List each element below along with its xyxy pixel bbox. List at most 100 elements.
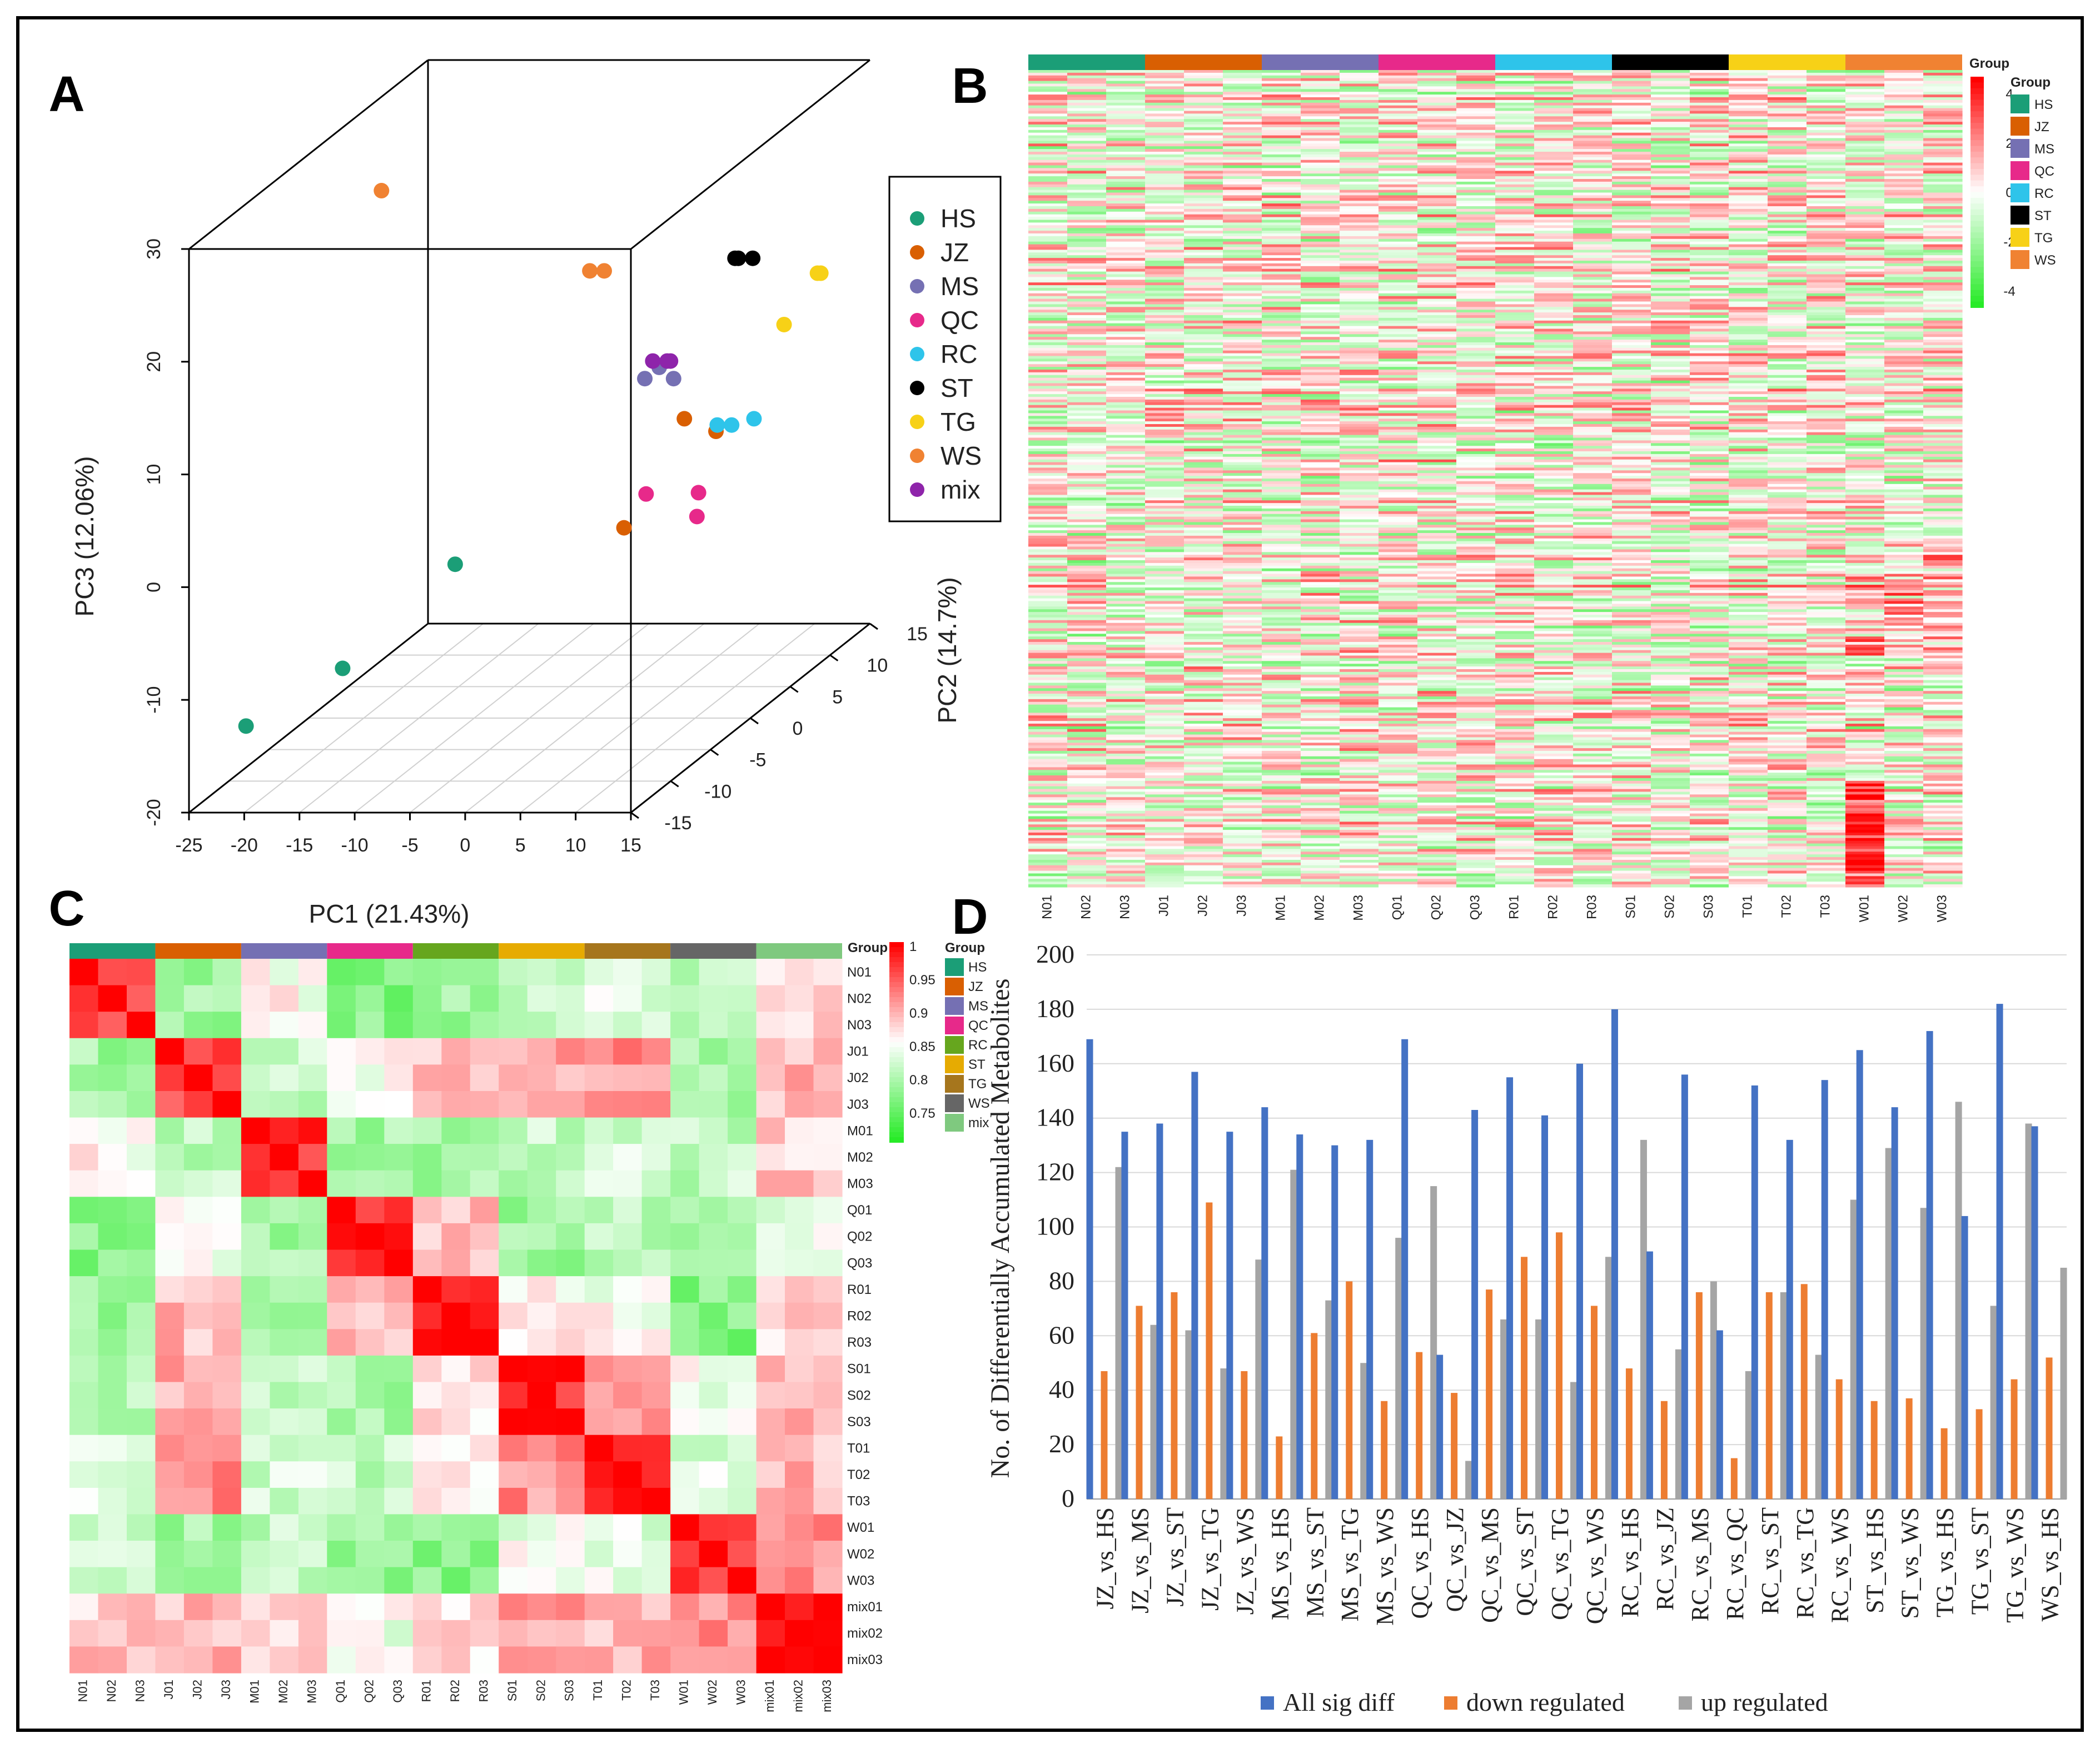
heatmap-cell [1223,865,1262,869]
heatmap-cell [1262,320,1301,324]
heatmap-cell [1067,83,1107,87]
heatmap-cell [1184,650,1223,654]
heatmap-cell [1495,724,1535,727]
heatmap-cell [1262,604,1301,607]
heatmap-cell [1223,860,1262,863]
heatmap-cell [1301,307,1340,310]
heatmap-cell [1417,538,1457,542]
heatmap-cell [1534,552,1574,555]
heatmap-cell [1534,443,1574,446]
heatmap-cell [1456,405,1496,409]
heatmap-cell [1301,467,1340,471]
heatmap-cell [1067,582,1107,585]
heatmap-cell [1534,797,1574,800]
heatmap-cell [1301,181,1340,185]
heatmap-cell [1612,454,1651,457]
heatmap-cell [1301,685,1340,689]
heatmap-cell [1379,514,1418,517]
heatmap-cell [1301,734,1340,738]
heatmap-cell [1106,851,1146,855]
heatmap-cell [1573,310,1613,313]
heatmap-cell [1379,135,1418,139]
heatmap-cell [1573,650,1613,654]
heatmap-cell [1495,778,1535,781]
heatmap-cell [1534,724,1574,727]
heatmap-cell [1106,685,1146,689]
heatmap-cell [1417,435,1457,439]
heatmap-cell [1145,549,1185,552]
heatmap-cell [1145,78,1185,82]
heatmap-cell [1534,383,1574,386]
heatmap-cell [1340,751,1379,754]
heatmap-cell [1223,734,1262,738]
heatmap-cell [1184,555,1223,558]
heatmap-cell [1379,456,1418,460]
heatmap-cell [1456,70,1496,73]
heatmap-cell [1262,821,1301,825]
heatmap-cell [1417,751,1457,754]
heatmap-cell [1028,437,1068,441]
heatmap-cell [1495,176,1535,180]
heatmap-cell [1067,650,1107,654]
pca-legend-label: QC [940,306,979,335]
heatmap-cell [1262,238,1301,242]
heatmap-cell [1106,821,1146,825]
heatmap-cell [1417,704,1457,708]
heatmap-cell [1612,138,1651,141]
heatmap-cell [1028,211,1068,215]
heatmap-cell [1223,707,1262,711]
heatmap-cell [1184,565,1223,569]
heatmap-cell [1028,465,1068,468]
heatmap-cell [1184,661,1223,664]
heatmap-cell [1612,97,1651,101]
heatmap-cell [1612,538,1651,542]
heatmap-cell [1612,476,1651,479]
heatmap-cell [1534,328,1574,332]
heatmap-cell [1028,356,1068,359]
heatmap-cell [1573,171,1613,174]
heatmap-cell [1145,380,1185,384]
heatmap-cell [1379,298,1418,302]
heatmap-cell [1417,767,1457,770]
heatmap-cell [1106,127,1146,131]
heatmap-cell [1106,574,1146,577]
heatmap-cell [1456,743,1496,746]
heatmap-cell [1612,625,1651,629]
heatmap-cell [1417,410,1457,414]
heatmap-cell [1495,290,1535,294]
heatmap-cell [1106,345,1146,348]
heatmap-cell [1301,830,1340,833]
heatmap-cell [1456,522,1496,525]
heatmap-cell [1067,122,1107,125]
heatmap-cell [1223,745,1262,749]
heatmap-cell [1379,816,1418,820]
heatmap-cell [1262,773,1301,776]
heatmap-cell [1067,609,1107,612]
heatmap-cell [1223,198,1262,201]
heatmap-cell [1262,380,1301,384]
heatmap-cell [1262,718,1301,721]
heatmap-cell [1223,146,1262,150]
heatmap-cell [1106,116,1146,119]
heatmap-cell [1184,824,1223,828]
heatmap-cell [1417,285,1457,288]
heatmap-cell [1495,389,1535,392]
heatmap-cell [1028,481,1068,485]
heatmap-cell [1145,743,1185,746]
heatmap-cell [1612,683,1651,686]
heatmap-cell [1534,459,1574,463]
heatmap-cell [1417,317,1457,321]
heatmap-cell [1340,326,1379,330]
heatmap-cell [1262,696,1301,700]
heatmap-cell [1028,263,1068,267]
heatmap-cell [1417,759,1457,763]
heatmap-cell [1379,764,1418,768]
heatmap-cell [1145,560,1185,564]
heatmap-cell [1223,710,1262,713]
heatmap-cell [1028,587,1068,591]
heatmap-cell [1534,310,1574,313]
heatmap-cell [1028,176,1068,180]
heatmap-cell [1067,503,1107,506]
heatmap-cell [1262,429,1301,433]
heatmap-cell [1262,650,1301,654]
